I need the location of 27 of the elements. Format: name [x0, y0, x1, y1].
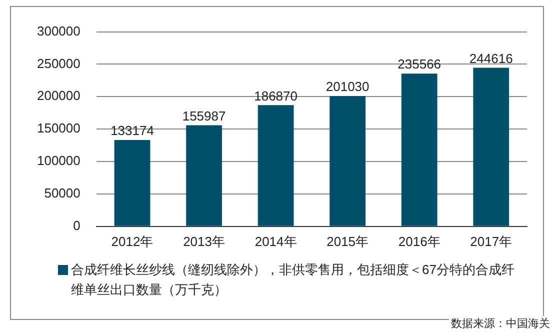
- data-label: 201030: [326, 79, 370, 94]
- y-tick-label: 0: [73, 218, 80, 233]
- x-tick-label: 2013年: [183, 234, 225, 249]
- source-note: 数据来源：中国海关: [451, 316, 550, 331]
- x-tick-label: 2016年: [398, 234, 440, 249]
- y-tick-label: 100000: [36, 153, 80, 168]
- data-label: 133174: [110, 123, 154, 138]
- legend-label: 合成纤维长丝纱线（缝纫线除外），非供零售用，包括细度＜67分特的合成纤维单丝出口数量（万千克）: [71, 261, 516, 299]
- x-tick-label: 2012年: [111, 234, 154, 249]
- bar: [330, 96, 366, 226]
- bar: [258, 105, 294, 226]
- bar: [114, 140, 150, 226]
- y-tick-label: 150000: [36, 120, 80, 136]
- data-label: 155987: [182, 108, 226, 124]
- data-label: 235566: [398, 56, 442, 72]
- x-tick-label: 2015年: [326, 234, 369, 249]
- data-label: 186870: [254, 88, 298, 104]
- bar: [186, 125, 222, 226]
- y-tick-label: 300000: [36, 23, 80, 38]
- bar: [473, 68, 510, 226]
- bar: [401, 74, 438, 226]
- y-tick-label: 200000: [36, 88, 80, 104]
- x-tick-label: 2017年: [470, 234, 512, 249]
- y-tick-label: 250000: [36, 56, 80, 71]
- y-tick-label: 50000: [44, 186, 80, 201]
- data-label: 244616: [469, 50, 513, 66]
- x-tick-label: 2014年: [254, 234, 297, 249]
